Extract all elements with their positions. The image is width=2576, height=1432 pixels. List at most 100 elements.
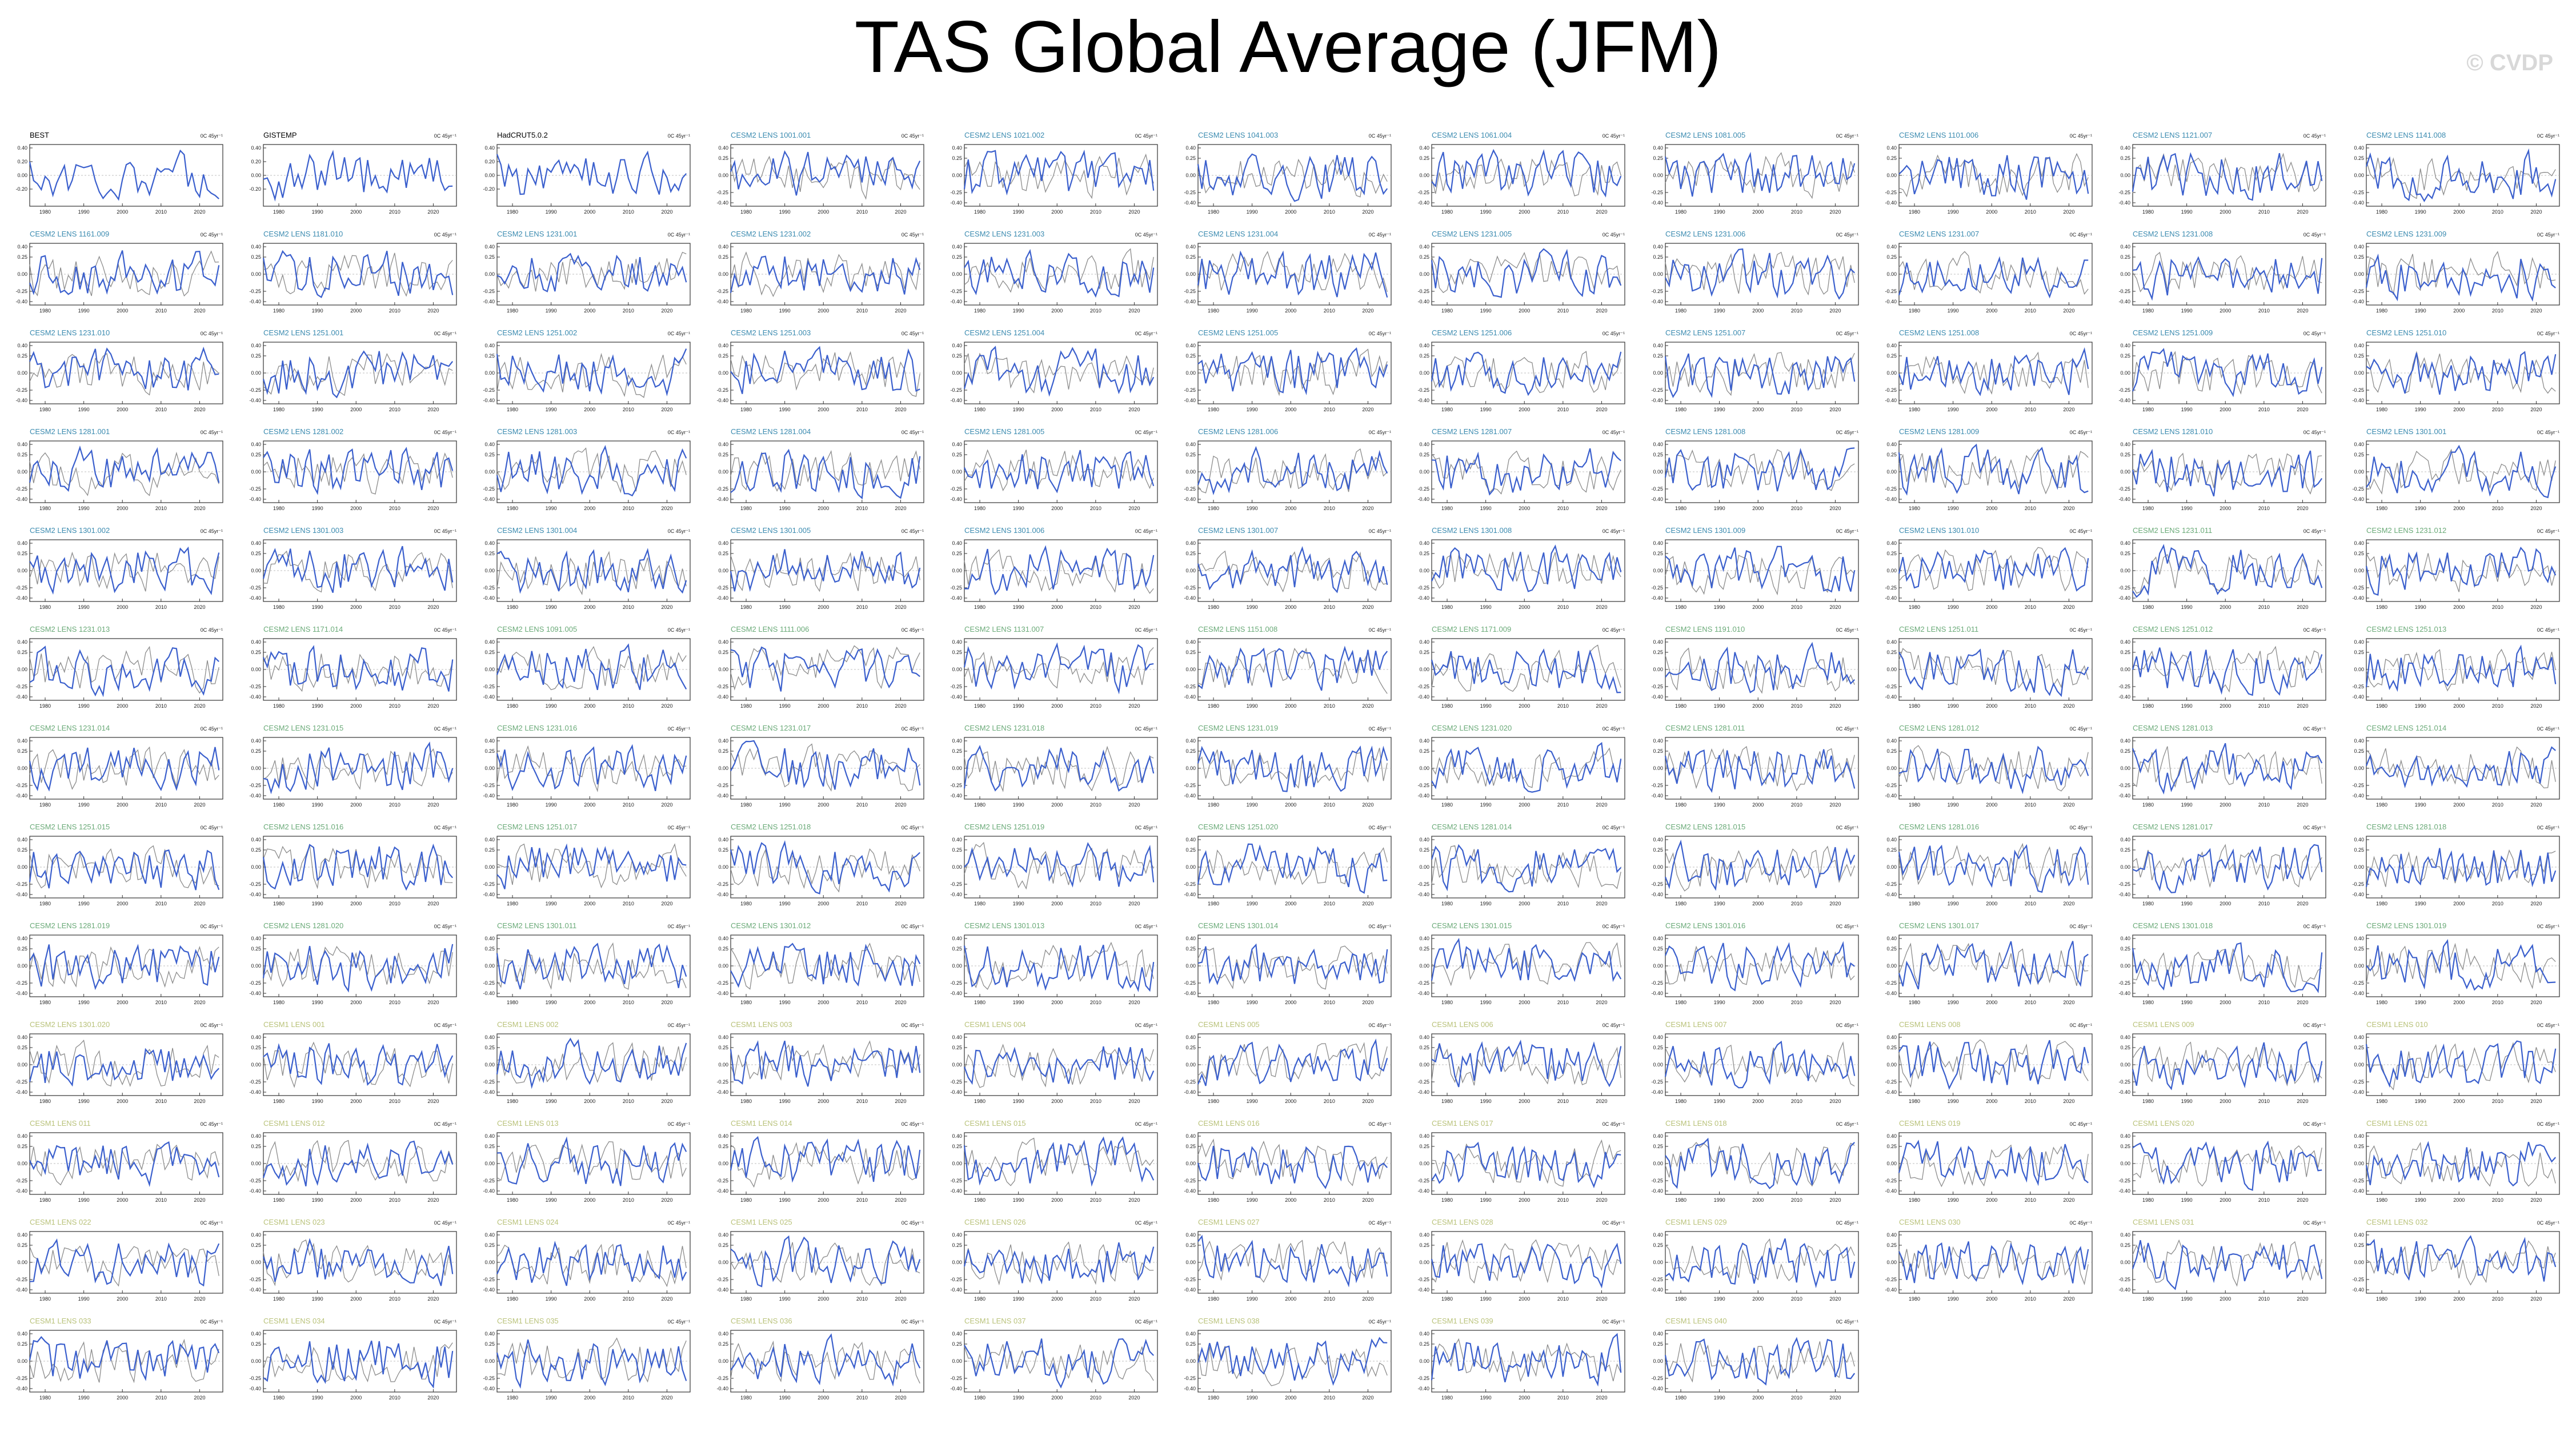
y-tick-label: 0.40	[1185, 1034, 1196, 1040]
x-tick-label: 2010	[1324, 802, 1335, 808]
x-tick-label: 2010	[623, 506, 634, 511]
y-tick-label: 0.40	[17, 936, 27, 941]
member-series-line	[1664, 447, 1855, 492]
y-tick-label: 0.25	[718, 1341, 728, 1347]
reference-series-line	[2132, 452, 2322, 495]
x-tick-label: 2020	[1362, 1000, 1373, 1005]
x-tick-label: 1980	[1675, 308, 1686, 314]
y-tick-label: 0.40	[1419, 936, 1429, 941]
y-tick-label: -0.40	[15, 496, 27, 502]
panel-title: HadCRUT5.0.2	[497, 131, 548, 139]
y-tick-label: -0.40	[716, 694, 728, 700]
unit-label: 0C 45yr⁻¹	[2070, 1121, 2092, 1127]
panel: CESM2 LENS 1231.003 0C 45yr⁻¹0.400.250.00…	[950, 230, 1158, 314]
panel-title: CESM2 LENS 1231.011	[2133, 526, 2212, 535]
panel: CESM2 LENS 1301.016 0C 45yr⁻¹0.400.250.00…	[1651, 921, 1859, 1005]
x-tick-label: 2000	[1051, 901, 1063, 906]
panel-title: CESM1 LENS 019	[1899, 1119, 1961, 1128]
y-tick-label: -0.40	[249, 793, 261, 799]
member-series-line	[1898, 155, 2089, 200]
y-tick-label: -0.25	[950, 881, 962, 887]
x-tick-label: 2010	[2492, 1098, 2503, 1104]
y-tick-label: -0.25	[2118, 881, 2130, 887]
y-tick-label: -0.25	[2352, 881, 2364, 887]
y-tick-label: 0.00	[718, 963, 728, 969]
y-tick-label: -0.25	[1184, 585, 1196, 591]
y-tick-label: 0.40	[251, 244, 261, 250]
reference-series-line	[1665, 1142, 1855, 1187]
y-tick-label: -0.25	[483, 1079, 495, 1085]
panel: CESM2 LENS 1141.008 0C 45yr⁻¹0.400.250.00…	[2352, 131, 2560, 215]
x-tick-label: 1980	[273, 1000, 285, 1005]
y-tick-label: -0.40	[1651, 1386, 1663, 1391]
panel: CESM2 LENS 1081.005 0C 45yr⁻¹0.400.250.00…	[1651, 131, 1859, 215]
page-title: TAS Global Average (JFM)	[854, 6, 1722, 88]
reference-series-line	[29, 1245, 219, 1287]
y-tick-label: 0.25	[1653, 1341, 1663, 1347]
panel-title: CESM1 LENS 010	[2366, 1020, 2428, 1029]
reference-series-line	[1197, 847, 1388, 886]
reference-series-line	[1197, 158, 1388, 198]
y-tick-label: -0.25	[950, 190, 962, 195]
y-tick-label: -0.25	[1417, 387, 1429, 393]
y-tick-label: -0.25	[249, 1277, 261, 1282]
y-tick-label: 0.25	[1185, 1242, 1196, 1248]
x-tick-label: 1980	[740, 308, 752, 314]
y-tick-label: 0.00	[718, 1259, 728, 1265]
x-tick-label: 2020	[1128, 1000, 1140, 1005]
y-tick-label: 0.00	[718, 568, 728, 573]
x-tick-label: 2000	[1752, 1197, 1764, 1203]
panel-title: CESM1 LENS 022	[30, 1218, 91, 1226]
y-tick-label: 0.00	[2354, 1161, 2364, 1166]
x-tick-label: 2010	[2025, 901, 2036, 906]
x-tick-label: 2020	[2530, 1296, 2542, 1302]
y-tick-label: 0.40	[1653, 1034, 1663, 1040]
reference-series-line	[1665, 945, 1855, 985]
panel-title: CESM2 LENS 1231.002	[731, 230, 811, 238]
panel: CESM2 LENS 1251.012 0C 45yr⁻¹0.400.250.00…	[2118, 625, 2326, 709]
x-tick-label: 2000	[117, 604, 128, 610]
x-tick-label: 2000	[350, 209, 362, 215]
x-tick-label: 2010	[1090, 1000, 1101, 1005]
panel-title: CESM2 LENS 1251.020	[1198, 823, 1278, 831]
member-series-line	[2365, 1141, 2557, 1187]
x-tick-label: 2000	[1752, 407, 1764, 412]
member-series-line	[1898, 547, 2089, 592]
panel-title: CESM2 LENS 1021.002	[964, 131, 1044, 139]
y-tick-label: -0.40	[15, 892, 27, 897]
y-tick-label: 0.40	[718, 1331, 728, 1337]
x-tick-label: 2020	[194, 703, 205, 709]
y-tick-label: 0.40	[2120, 837, 2130, 843]
reference-series-line	[1431, 845, 1621, 889]
y-tick-label: -0.40	[950, 990, 962, 996]
x-tick-label: 2010	[2258, 604, 2270, 610]
y-tick-label: -0.40	[1184, 694, 1196, 700]
y-tick-label: -0.25	[483, 881, 495, 887]
panel: CESM1 LENS 006 0C 45yr⁻¹0.400.250.00-0.25…	[1417, 1020, 1625, 1104]
y-tick-label: 0.25	[2354, 946, 2364, 952]
y-tick-label: 0.00	[2120, 370, 2130, 376]
y-tick-label: 0.00	[1419, 1062, 1429, 1068]
x-tick-label: 1990	[1480, 506, 1492, 511]
y-tick-label: -0.40	[249, 496, 261, 502]
x-tick-label: 2000	[1519, 1098, 1530, 1104]
x-tick-label: 2010	[1090, 209, 1101, 215]
x-tick-label: 1980	[974, 209, 985, 215]
reference-series-line	[1197, 1138, 1388, 1186]
x-tick-label: 1990	[78, 308, 90, 314]
x-tick-label: 1990	[1714, 1197, 1725, 1203]
y-tick-label: -0.25	[1417, 288, 1429, 294]
x-tick-label: 2010	[856, 209, 868, 215]
x-tick-label: 2000	[2453, 901, 2465, 906]
y-tick-label: 0.40	[718, 1232, 728, 1238]
x-tick-label: 2020	[895, 209, 906, 215]
unit-label: 0C 45yr⁻¹	[1836, 133, 1858, 139]
y-tick-label: 0.25	[718, 748, 728, 754]
y-tick-label: 0.40	[1653, 837, 1663, 843]
x-tick-label: 1980	[273, 1395, 285, 1401]
y-tick-label: 0.25	[251, 1144, 261, 1149]
member-series-line	[2365, 253, 2556, 302]
member-series-line	[262, 545, 454, 593]
x-tick-label: 2000	[2220, 308, 2231, 314]
x-tick-label: 2000	[1051, 308, 1063, 314]
